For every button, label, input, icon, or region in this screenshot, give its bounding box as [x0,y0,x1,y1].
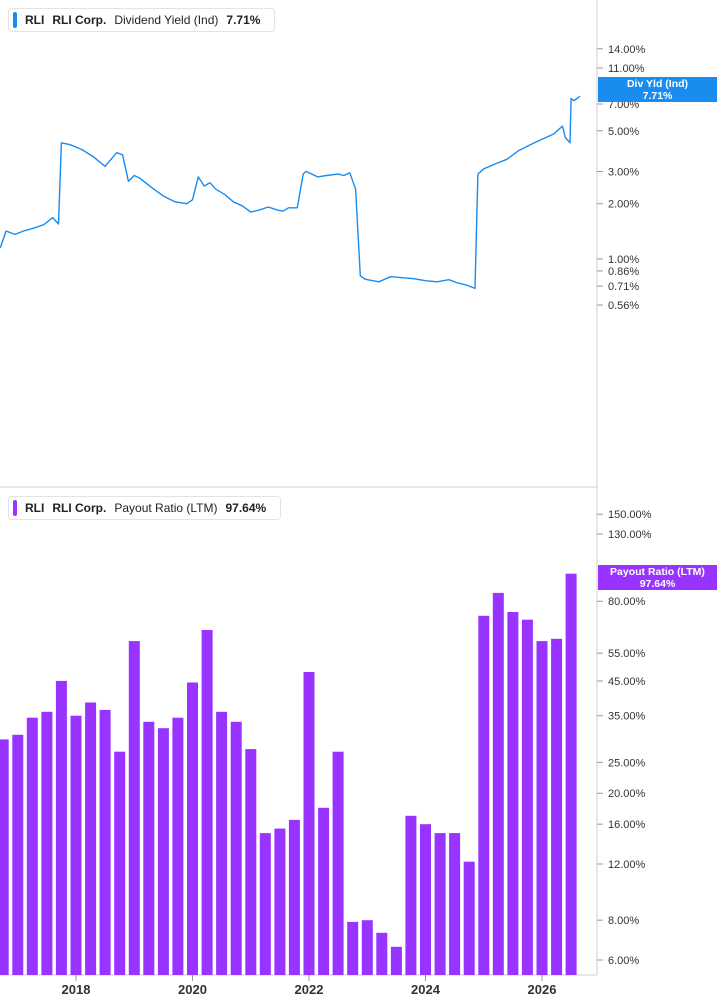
payout-bar [565,573,577,975]
payout-bar [216,711,228,975]
payout-ratio-plot [0,573,577,975]
y-tick-label-bottom: 80.00% [608,596,646,608]
y-tick-label-bottom: 6.00% [608,955,639,967]
dividend-yield-line [0,95,581,290]
legend-company: RLI Corp. [52,501,107,515]
y-tick-label-bottom: 55.00% [608,648,646,660]
payout-bar [449,833,461,975]
y-tick-label-top: 5.00% [608,126,639,138]
payout-bar [390,946,402,975]
legend-ticker: RLI [25,501,45,515]
flag-label: Payout Ratio (LTM) [610,566,705,578]
payout-bar [99,709,111,975]
payout-bar [405,815,417,975]
legend-value: 97.64% [225,501,267,515]
payout-bar [230,721,242,975]
payout-bar [85,702,97,975]
y-tick-label-top: 0.56% [608,300,639,312]
payout-bar [463,861,475,975]
payout-bar [332,751,344,975]
payout-bar [201,630,213,975]
payout-bar [318,807,330,975]
y-tick-label-top: 1.00% [608,254,639,266]
y-tick-label-bottom: 45.00% [608,676,646,688]
x-axis-ticks: 2018 2020 2022 2024 2026 [62,975,557,997]
legend-value: 7.71% [226,13,261,27]
legend-metric: Payout Ratio (LTM) [114,501,218,515]
legend-company: RLI Corp. [52,13,107,27]
payout-bar [551,638,563,975]
payout-bar [157,728,169,975]
payout-bar [245,749,257,975]
payout-bar [114,751,126,975]
payout-bar [41,711,53,975]
legend-payout-ratio: RLI RLI Corp. Payout Ratio (LTM) 97.64% [8,496,282,520]
payout-bar [434,833,446,975]
y-tick-label-bottom: 35.00% [608,711,646,723]
y-tick-label-bottom: 150.00% [608,509,652,521]
payout-bar [274,828,286,975]
payout-bar [187,682,198,975]
legend-ticker: RLI [25,13,45,27]
payout-bar [420,824,431,975]
legend-swatch [13,12,17,28]
payout-bar [478,615,490,975]
y-tick-label-bottom: 20.00% [608,788,646,800]
payout-bar [128,641,140,975]
payout-bar [361,920,373,975]
payout-bar [172,717,184,975]
payout-bar [536,641,548,975]
payout-ratio-flag: Payout Ratio (LTM) 97.64% [598,565,717,590]
x-tick-label: 2018 [62,982,91,997]
legend-metric: Dividend Yield (Ind) [114,13,219,27]
dividend-yield-flag: Div Yld (Ind) 7.71% [598,77,717,102]
payout-bar [376,932,388,975]
payout-bar [70,715,82,975]
y-tick-label-bottom: 12.00% [608,859,646,871]
payout-bar [12,734,24,975]
payout-bar [288,819,300,975]
legend-swatch [13,500,17,516]
y-tick-label-top: 2.00% [608,199,639,211]
y-axis-ticks: 0.56% 0.71% 0.86%1.00% 2.00% 3.00% 5.00% 7.00%… [597,44,652,967]
payout-bar [143,721,155,975]
payout-bar [507,612,519,975]
payout-bar [347,921,359,975]
y-tick-label-top: 0.71% [608,281,639,293]
y-tick-label-top: 14.00% [608,44,646,56]
payout-bar [55,680,67,975]
payout-bar [26,717,38,975]
payout-bar [303,672,315,975]
flag-value: 97.64% [639,578,676,590]
y-tick-label-top: 3.00% [608,166,639,178]
y-tick-label-bottom: 25.00% [608,757,646,769]
x-tick-label: 2024 [411,982,441,997]
y-tick-label-bottom: 130.00% [608,529,652,541]
legend-dividend-yield: RLI RLI Corp. Dividend Yield (Ind) 7.71% [8,8,276,32]
payout-bar [492,592,504,975]
flag-value: 7.71% [642,90,673,102]
y-tick-label-bottom: 8.00% [608,915,639,927]
dividend-yield-plot [0,95,581,290]
x-tick-label: 2026 [528,982,557,997]
flag-label: Div Yld (Ind) [626,78,689,90]
payout-bar [521,619,533,975]
y-tick-label-top: 0.86% [608,266,639,278]
y-tick-label-top: 7.00% [608,99,639,111]
payout-bar [0,739,9,975]
y-tick-label-bottom: 16.00% [608,819,646,831]
x-tick-label: 2020 [178,982,207,997]
x-tick-label: 2022 [295,982,324,997]
y-tick-label-top: 11.00% [608,63,645,75]
payout-bar [259,833,271,975]
